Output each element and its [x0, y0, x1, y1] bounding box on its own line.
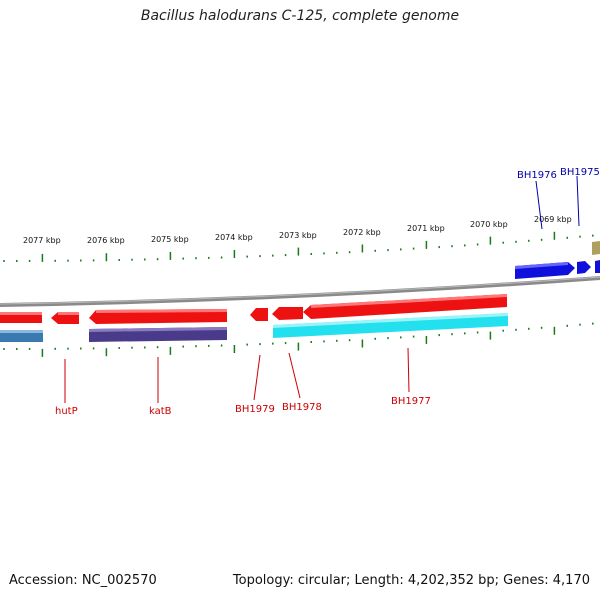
gene-arrow-BH1978[interactable]	[272, 307, 303, 320]
gene-bar-cyan[interactable]	[273, 313, 508, 338]
gene-label-BH1975[interactable]: BH1975	[560, 167, 600, 178]
gene-bar-olive[interactable]	[592, 241, 600, 255]
kbp-label-2071: 2071 kbp	[407, 224, 445, 233]
scale-ticks-bottom	[3, 322, 594, 357]
topology-text: Topology: circular; Length: 4,202,352 bp…	[232, 573, 590, 588]
gene-arrow-BH1979[interactable]	[250, 308, 268, 321]
kbp-label-2075: 2075 kbp	[151, 235, 189, 244]
kbp-label-2073: 2073 kbp	[279, 231, 317, 240]
gene-label-BH1978[interactable]: BH1978	[282, 402, 322, 413]
gene-label-katB[interactable]: katB	[149, 406, 172, 417]
kbp-label-2074: 2074 kbp	[215, 233, 253, 242]
kbp-label-2072: 2072 kbp	[343, 228, 381, 237]
gene-bar-purple[interactable]	[89, 327, 227, 342]
scale-labels: 2077 kbp 2076 kbp 2075 kbp 2074 kbp 2073…	[23, 215, 572, 245]
kbp-label-2076: 2076 kbp	[87, 236, 125, 245]
gene-label-BH1977[interactable]: BH1977	[391, 396, 431, 407]
gene-arrow-katB[interactable]	[89, 309, 227, 324]
gene-label-BH1976[interactable]: BH1976	[517, 170, 557, 181]
genome-backbone	[0, 276, 600, 307]
gene-arrow-BH1976[interactable]	[515, 262, 575, 279]
gene-arrow-BH1977[interactable]	[303, 294, 507, 319]
kbp-label-2077: 2077 kbp	[23, 236, 61, 245]
gene-arrow-hutP[interactable]	[51, 312, 79, 324]
kbp-label-2070: 2070 kbp	[470, 220, 508, 229]
gene-arrow-BH1975[interactable]	[577, 261, 591, 274]
scale-ticks-top	[3, 231, 594, 262]
kbp-label-2069: 2069 kbp	[534, 215, 572, 224]
gene-arrow-edge-blue[interactable]	[595, 260, 600, 273]
map-title: Bacillus halodurans C-125, complete geno…	[140, 8, 460, 24]
gene-arrow-left-partial[interactable]	[0, 312, 42, 323]
label-leaders	[64, 175, 580, 403]
accession-text: Accession: NC_002570	[9, 573, 157, 588]
gene-label-BH1979[interactable]: BH1979	[235, 404, 275, 415]
gene-label-hutP[interactable]: hutP	[55, 406, 78, 417]
gene-bar-steel-partial[interactable]	[0, 330, 43, 342]
